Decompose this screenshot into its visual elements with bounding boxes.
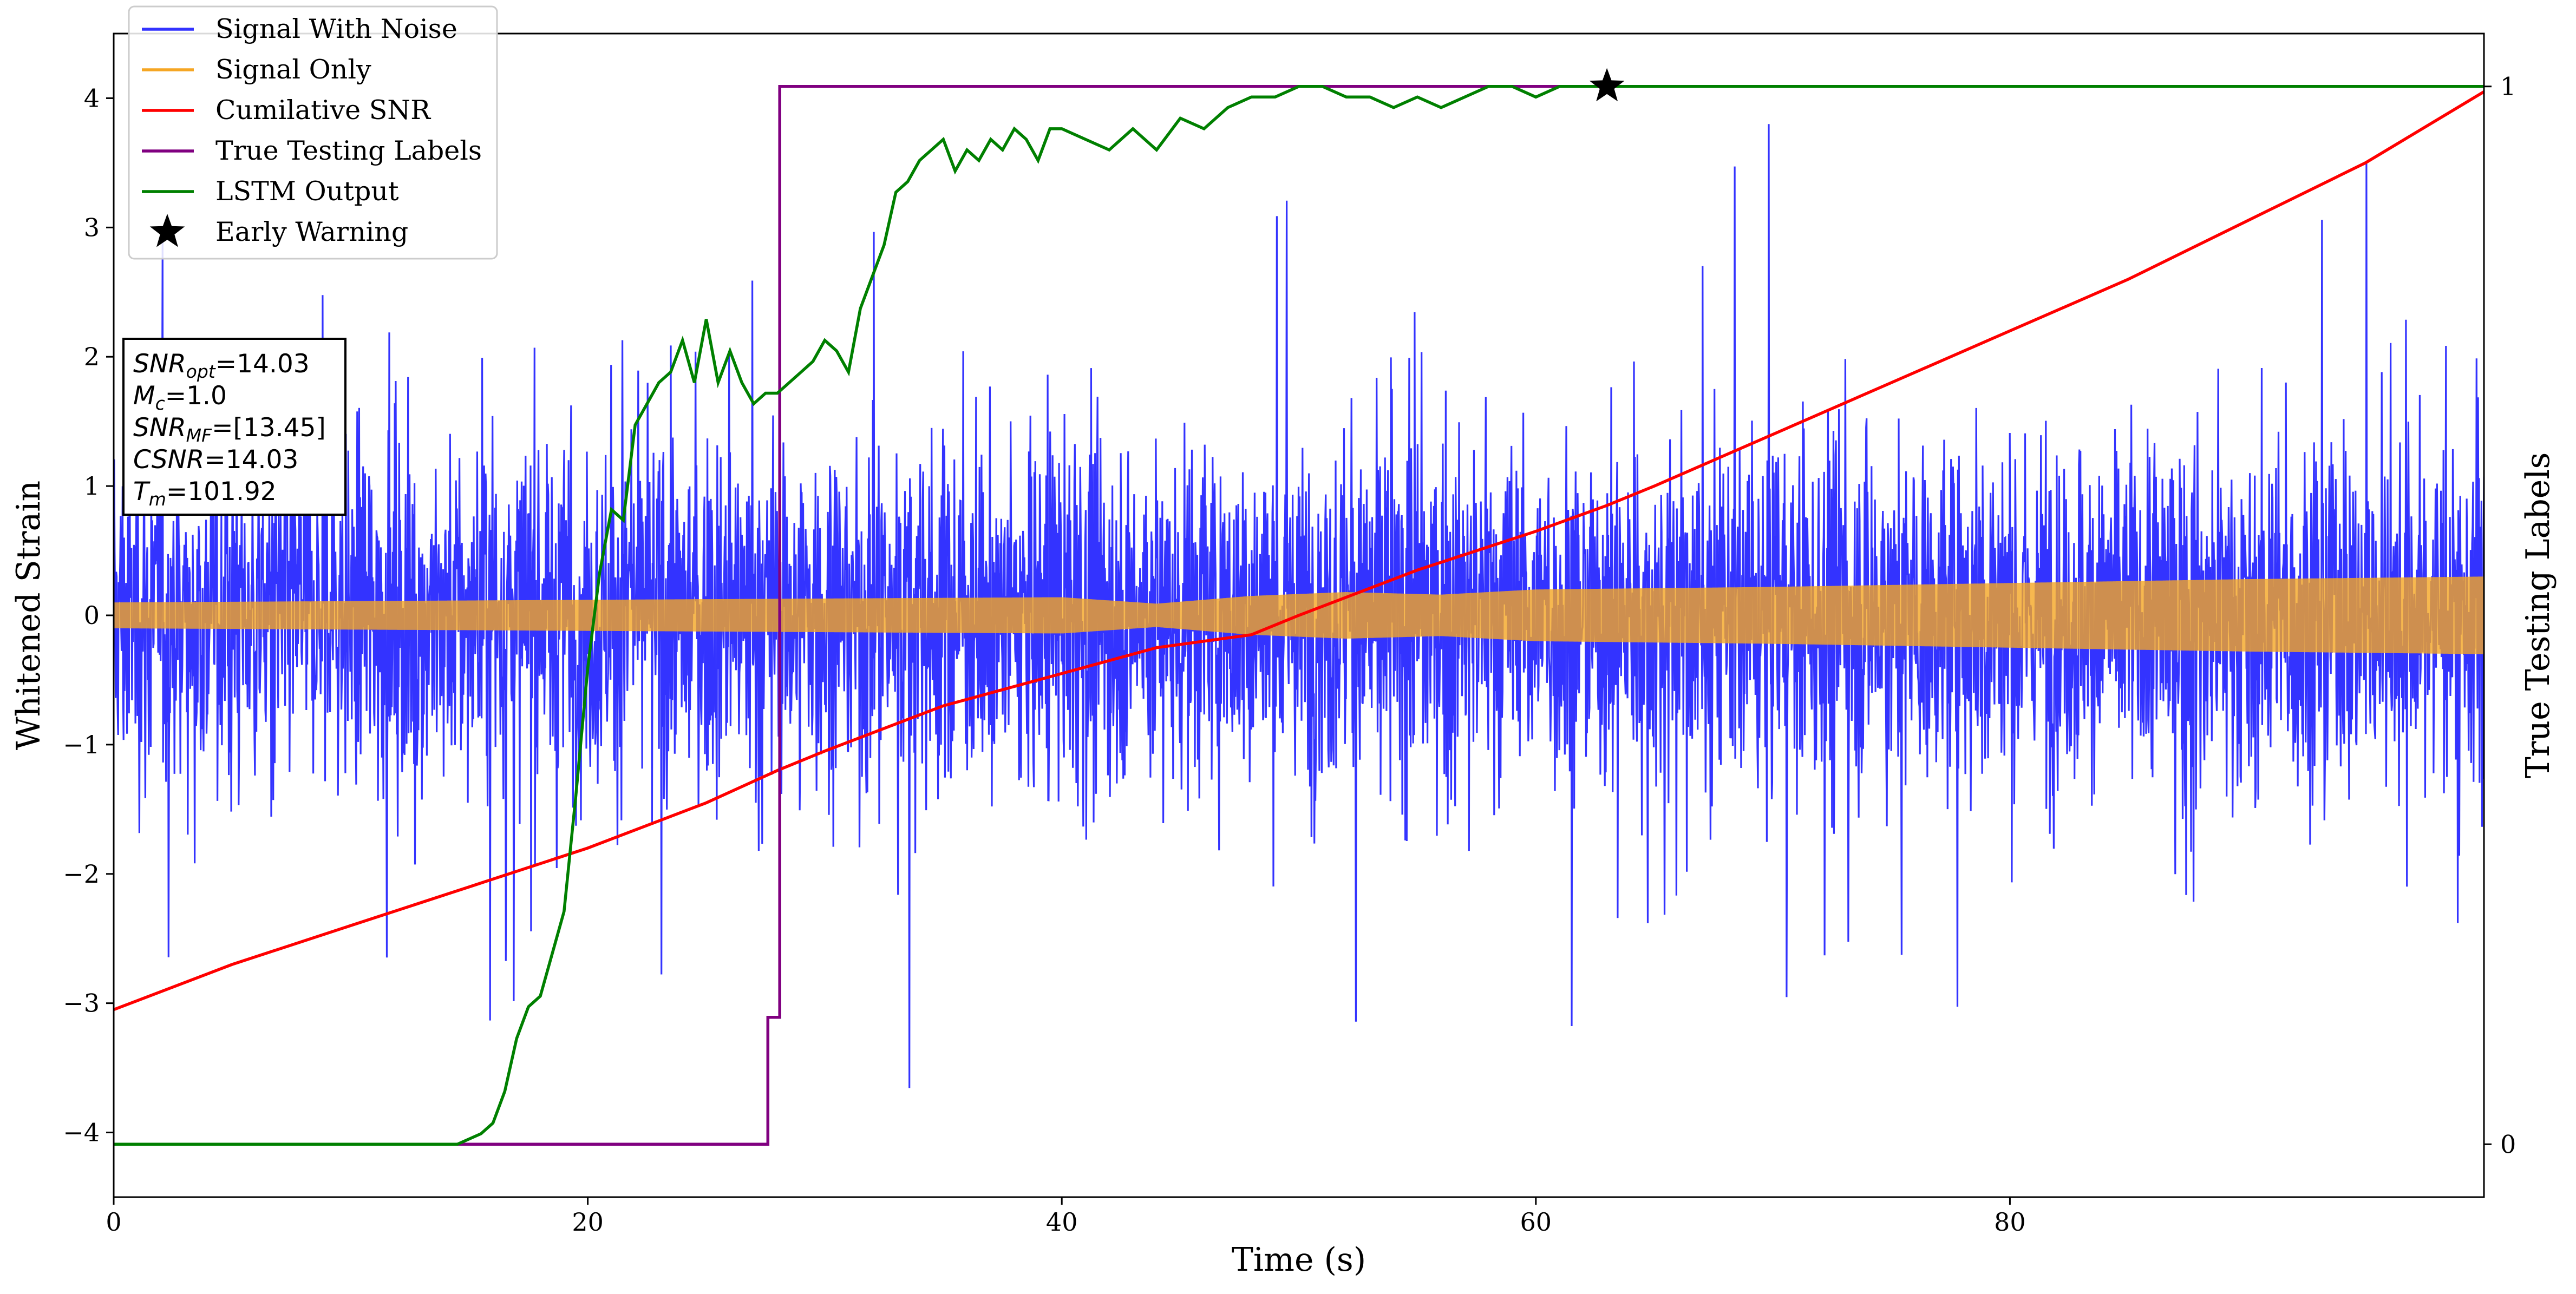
legend-frame [128, 5, 498, 260]
legend-label: Cumilative SNR [215, 95, 431, 126]
legend-item: Signal Only [142, 54, 371, 85]
legend-item: True Testing Labels [142, 135, 482, 166]
legend-label: Early Warning [215, 216, 408, 247]
parameter-line: SNRMF=[13.45] [133, 413, 326, 446]
x-tick-label: 0 [106, 1207, 121, 1237]
plot-area [114, 68, 2484, 1146]
parameter-line: Tm=101.92 [133, 477, 277, 510]
legend-label: Signal Only [215, 54, 371, 85]
parameters-annotation-box: SNRopt=14.03Mc=1.0SNRMF=[13.45]CSNR=14.0… [122, 338, 346, 516]
x-tick-label: 40 [1046, 1207, 1078, 1237]
y-tick-label: −3 [63, 989, 100, 1018]
y-tick-label: −4 [63, 1118, 100, 1147]
series-signal-with-noise [114, 124, 2484, 1088]
y-tick-label: −2 [63, 859, 100, 889]
x-axis-title: Time (s) [1232, 1241, 1366, 1279]
legend-label: True Testing Labels [215, 135, 482, 166]
y2-tick-label: 0 [2500, 1129, 2516, 1159]
legend-label: LSTM Output [215, 176, 399, 207]
early-warning-star [1589, 68, 1625, 102]
x-tick-label: 80 [1994, 1207, 2026, 1237]
y-tick-label: 4 [84, 83, 100, 113]
y2-tick-label: 1 [2500, 72, 2516, 101]
y2-axis-title: True Testing Labels [2519, 452, 2557, 779]
early-warning-marker-layer [1589, 68, 1625, 102]
x-tick-label: 60 [1520, 1207, 1552, 1237]
y-axis-left: −4 −3 −2 −1 0 1 2 3 4 [63, 83, 114, 1147]
legend-item: Signal With Noise [142, 14, 457, 44]
legend: Signal With Noise Signal Only Cumilative S… [128, 5, 498, 260]
series-true-testing-labels [114, 84, 2484, 1146]
series-cumilative-snr [114, 90, 2484, 1011]
y-axis-right: 01 [2484, 72, 2516, 1159]
legend-swatch-star [149, 214, 185, 247]
parameter-line: CSNR=14.03 [133, 445, 298, 475]
y-tick-label: 1 [84, 471, 100, 501]
legend-item: Early Warning [149, 214, 408, 247]
y-tick-label: −1 [63, 730, 100, 759]
y-tick-label: 2 [84, 342, 100, 371]
legend-label: Signal With Noise [215, 14, 457, 44]
y-axis-title: Whitened Strain [10, 481, 48, 750]
x-tick-label: 20 [572, 1207, 604, 1237]
parameter-line: Mc=1.0 [133, 381, 227, 414]
series-lstm-output [114, 84, 2484, 1146]
parameter-line: SNRopt=14.03 [133, 349, 310, 382]
legend-item: Cumilative SNR [142, 95, 431, 126]
y-tick-label: 3 [84, 213, 100, 242]
parameters-box-frame [122, 338, 346, 516]
x-axis: 0 20 40 60 80 [106, 1197, 2026, 1237]
y-tick-label: 0 [84, 601, 100, 630]
legend-item: LSTM Output [142, 176, 399, 207]
